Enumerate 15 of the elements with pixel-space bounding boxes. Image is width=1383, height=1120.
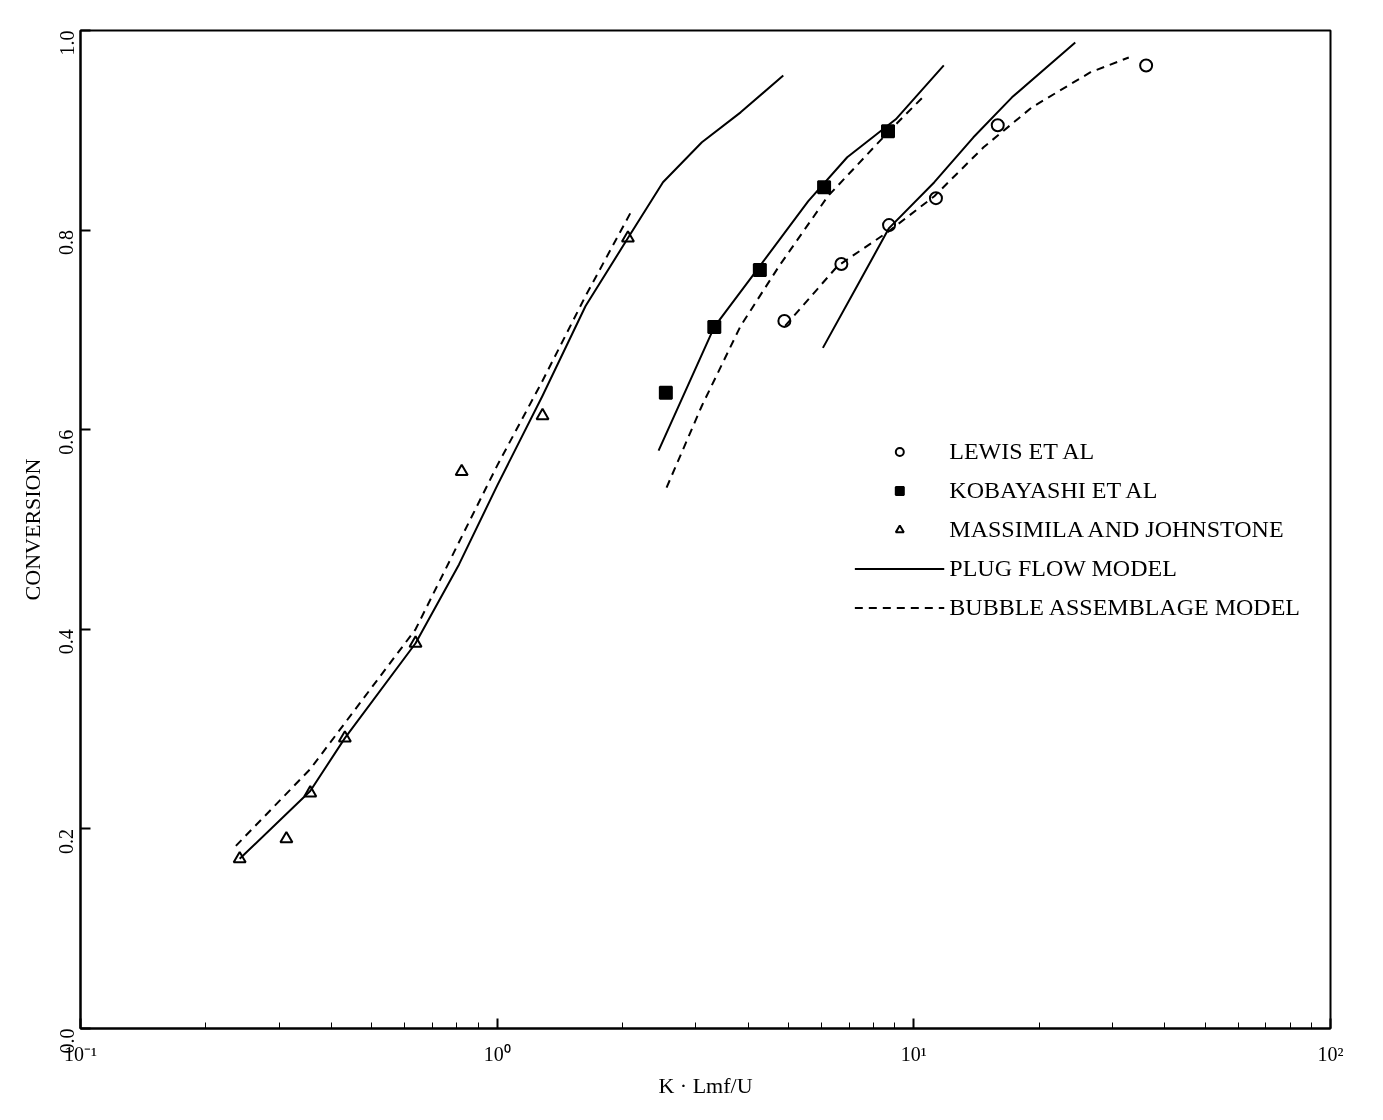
legend-label: BUBBLE ASSEMBLAGE MODEL bbox=[949, 593, 1300, 621]
y-tick-label: 0.8 bbox=[55, 230, 78, 256]
legend-label: LEWIS ET AL bbox=[949, 437, 1095, 465]
legend-label: PLUG FLOW MODEL bbox=[949, 554, 1177, 582]
x-tick-label: 10² bbox=[1317, 1042, 1344, 1065]
y-tick-label: 0.4 bbox=[55, 629, 78, 655]
x-tick-label: 10⁰ bbox=[483, 1042, 511, 1065]
x-tick-label: 10¹ bbox=[900, 1042, 927, 1065]
legend-label: MASSIMILA AND JOHNSTONE bbox=[949, 515, 1284, 543]
x-axis-title: K · Lmf/U bbox=[658, 1072, 753, 1098]
legend-label: KOBAYASHI ET AL bbox=[949, 476, 1158, 504]
y-tick-label: 1.0 bbox=[55, 30, 78, 56]
y-tick-label: 0.6 bbox=[55, 429, 78, 455]
y-tick-label: 0.2 bbox=[55, 828, 78, 854]
y-axis-title: CONVERSION bbox=[19, 458, 45, 601]
